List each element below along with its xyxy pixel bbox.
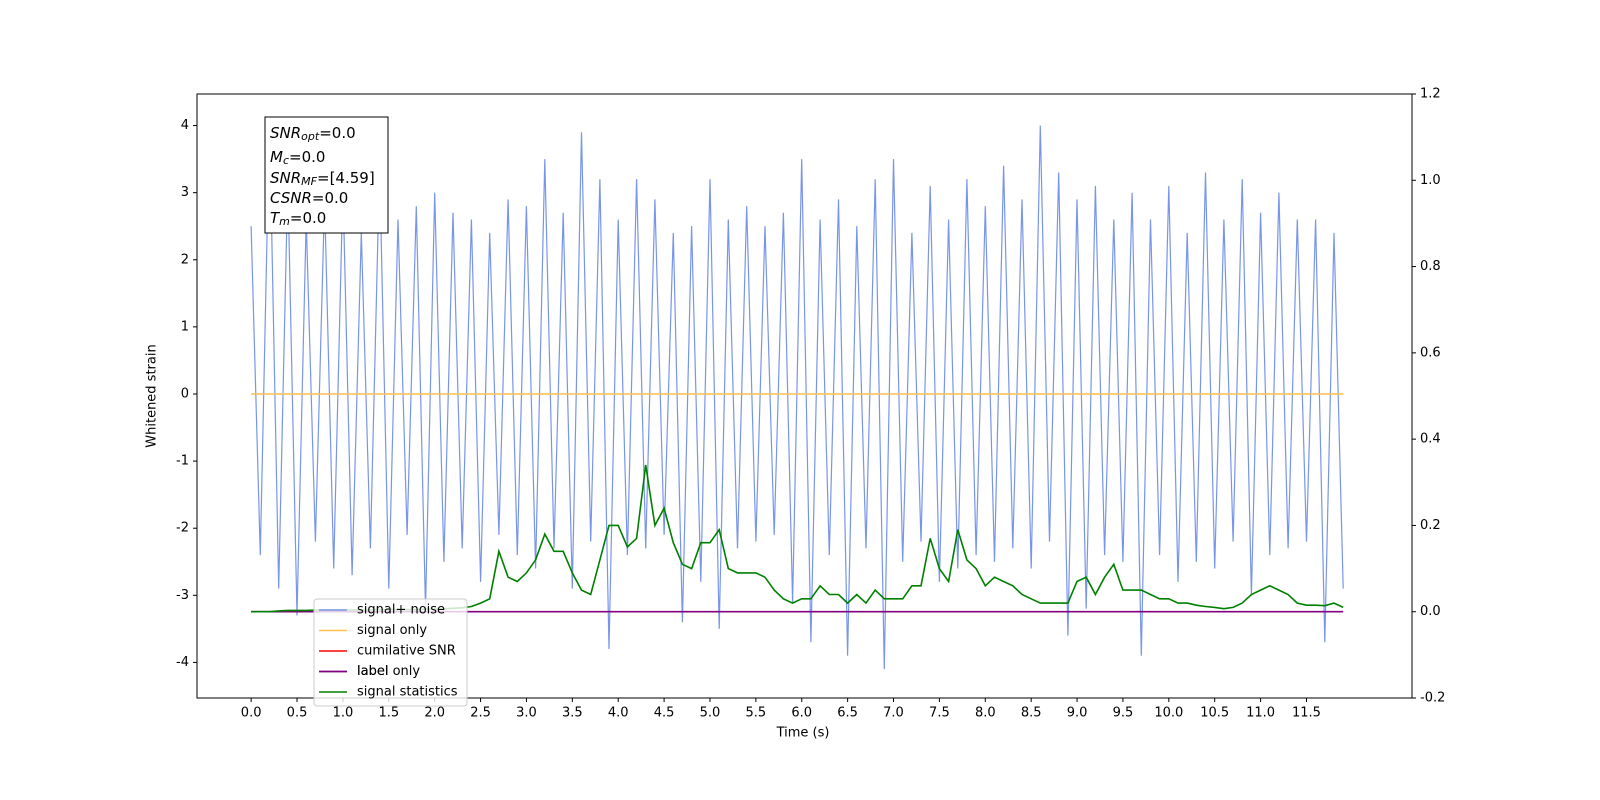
x-tick-label: 6.5: [837, 706, 858, 721]
y-tick-label: -4: [176, 655, 189, 670]
y2-tick-label: 0.2: [1420, 518, 1441, 533]
x-tick-label: 8.0: [975, 706, 996, 721]
y-tick-label: 4: [181, 118, 189, 133]
x-tick-label: 5.5: [746, 706, 767, 721]
textbox-sub: MF: [301, 175, 317, 188]
legend-label: label: [357, 664, 388, 679]
textbox-line: Mc=0.0: [270, 148, 325, 168]
legend-label: signal only: [357, 623, 427, 638]
textbox-text: =0.0: [289, 148, 325, 166]
y-tick-label: 2: [181, 252, 189, 267]
x-tick-label: 2.5: [470, 706, 491, 721]
textbox-sub: opt: [301, 130, 320, 143]
x-tick-label: 0.0: [241, 706, 262, 721]
textbox-line: Tm=0.0: [270, 209, 326, 229]
textbox-sub: c: [283, 154, 289, 167]
textbox-var: CSNR: [270, 189, 312, 207]
textbox-line: CSNR=0.0: [270, 189, 348, 207]
y-tick-label: -2: [176, 521, 189, 536]
x-tick-label: 10.5: [1200, 706, 1229, 721]
y2-tick-label: 0.6: [1420, 345, 1441, 360]
legend-label: label only: [357, 664, 420, 679]
legend-frame: [313, 598, 468, 707]
series-line: [250, 118, 1344, 670]
x-tick-label: 7.0: [883, 706, 904, 721]
textbox-text: =0.0: [290, 209, 326, 227]
x-tick-label: 1.5: [378, 706, 399, 721]
textbox-text: =0.0: [319, 124, 355, 142]
y2-tick-label: 1.2: [1420, 87, 1441, 102]
textbox-text: =[4.59]: [317, 169, 375, 187]
x-tick-label: 2.0: [424, 706, 445, 721]
x-tick-label: 5.0: [700, 706, 721, 721]
textbox-line: SNRopt=0.0: [270, 124, 356, 144]
x-axis-label: Time (s): [776, 726, 830, 741]
x-tick-label: 0.5: [287, 706, 308, 721]
y2-tick-label: 0.4: [1420, 432, 1441, 447]
legend-label: cumilative SNR: [357, 644, 456, 659]
y2-tick-label: 0.8: [1420, 259, 1441, 274]
x-tick-label: 3.0: [516, 706, 537, 721]
x-tick-label: 3.5: [562, 706, 583, 721]
x-tick-label: 7.5: [929, 706, 950, 721]
y2-tick-label: 0.0: [1420, 604, 1441, 619]
y-tick-label: 3: [181, 185, 189, 200]
y2-tick-label: 1.0: [1420, 173, 1441, 188]
plot-frame: [196, 93, 1413, 699]
y-tick-label: 1: [181, 319, 189, 334]
textbox-frame: [264, 116, 389, 234]
textbox-var: T: [270, 209, 281, 227]
legend-label: signal+ noise: [357, 603, 445, 618]
x-tick-label: 8.5: [1021, 706, 1042, 721]
x-tick-label: 11.5: [1292, 706, 1321, 721]
y2-tick-label: -0.2: [1420, 691, 1445, 706]
x-tick-label: 11.0: [1246, 706, 1275, 721]
y-axis-label: Whitened strain: [145, 344, 160, 447]
x-tick-label: 4.5: [654, 706, 675, 721]
x-tick-label: 4.0: [608, 706, 629, 721]
y-tick-label: -3: [176, 588, 189, 603]
textbox-text: =0.0: [312, 189, 348, 207]
x-tick-label: 6.0: [791, 706, 812, 721]
x-tick-label: 9.5: [1113, 706, 1134, 721]
x-tick-label: 1.0: [333, 706, 354, 721]
legend-label: signal statistics: [357, 685, 458, 700]
textbox-sub: m: [279, 215, 290, 228]
y-tick-label: 0: [181, 386, 189, 401]
textbox-var: SNR: [270, 169, 301, 187]
textbox-var: M: [270, 148, 283, 166]
y-tick-label: -1: [176, 454, 189, 469]
textbox-line: SNRMF=[4.59]: [270, 169, 375, 189]
textbox-var: SNR: [270, 124, 301, 142]
x-tick-label: 9.0: [1067, 706, 1088, 721]
x-tick-label: 10.0: [1154, 706, 1183, 721]
